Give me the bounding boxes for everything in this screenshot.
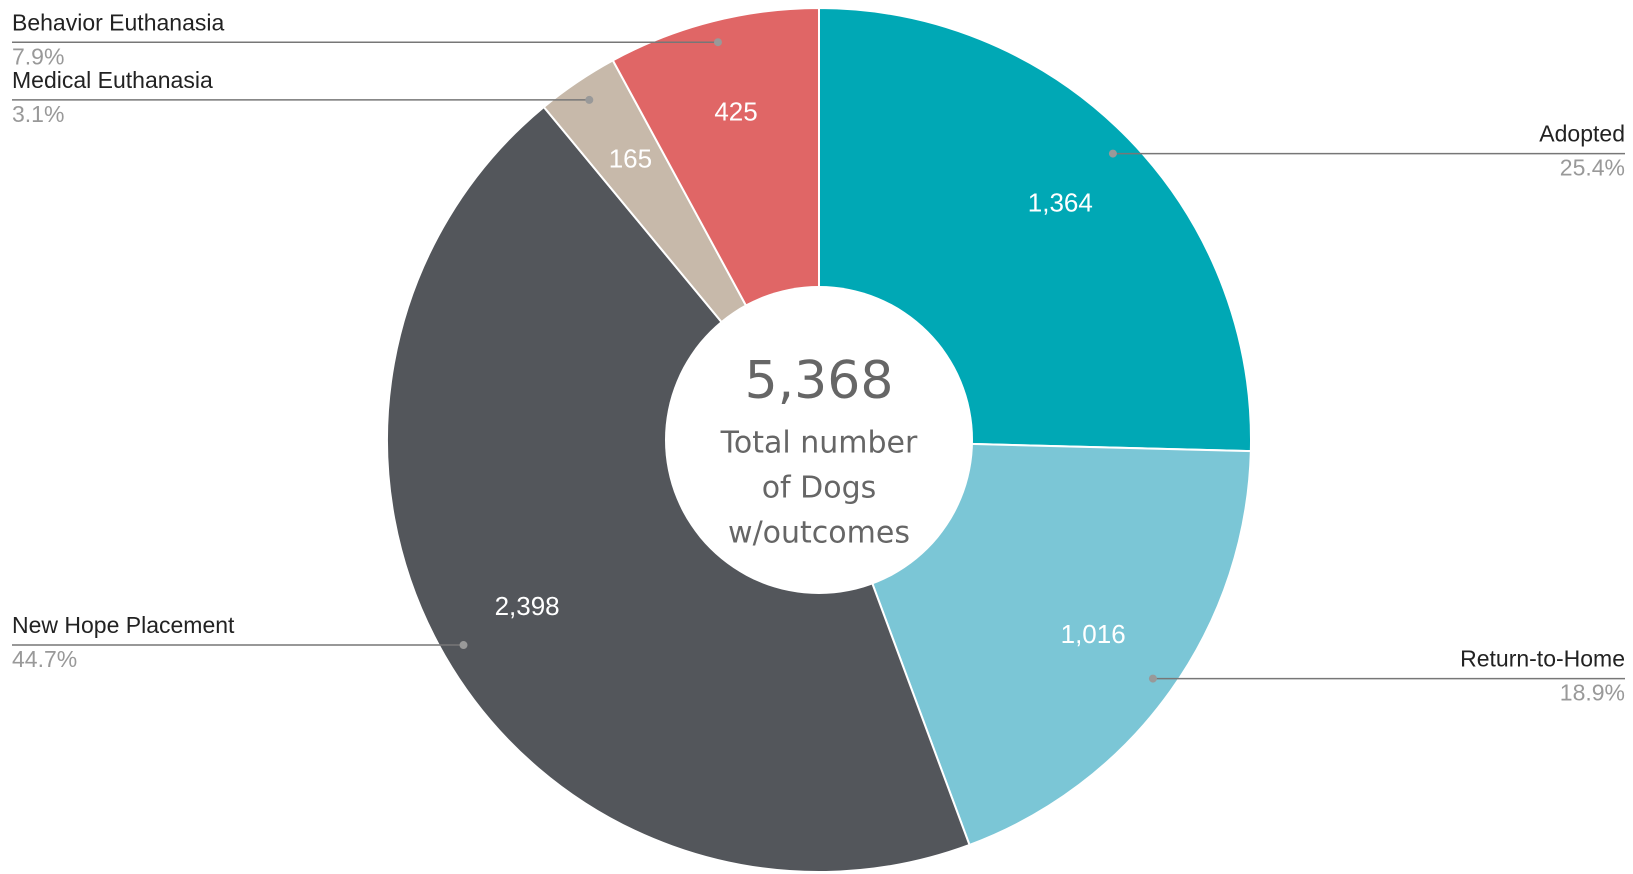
value-label: 425 — [714, 96, 757, 126]
center-caption: w/outcomes — [728, 516, 910, 551]
value-label: 165 — [609, 144, 652, 174]
value-label: 1,364 — [1028, 188, 1093, 218]
leader-dot — [1108, 149, 1117, 158]
category-label: Adopted — [1539, 121, 1625, 147]
leader-dot — [459, 641, 468, 650]
value-label: 2,398 — [495, 591, 560, 621]
category-label: Medical Euthanasia — [12, 67, 213, 93]
leader-dot — [585, 95, 594, 104]
donut-hole — [665, 286, 973, 594]
leader-dot — [1148, 674, 1157, 683]
percent-label: 25.4% — [1560, 155, 1625, 181]
value-label: 1,016 — [1061, 619, 1126, 649]
total-label: 5,368 — [745, 351, 894, 411]
category-label: New Hope Placement — [12, 612, 235, 638]
percent-label: 7.9% — [12, 43, 64, 69]
category-label: Behavior Euthanasia — [12, 9, 224, 35]
percent-label: 18.9% — [1560, 680, 1625, 706]
category-label: Return-to-Home — [1460, 646, 1625, 672]
leader-dot — [713, 38, 722, 47]
percent-label: 44.7% — [12, 646, 77, 672]
center-caption: Total number — [720, 426, 918, 461]
percent-label: 3.1% — [12, 101, 64, 127]
center-caption: of Dogs — [762, 471, 877, 506]
